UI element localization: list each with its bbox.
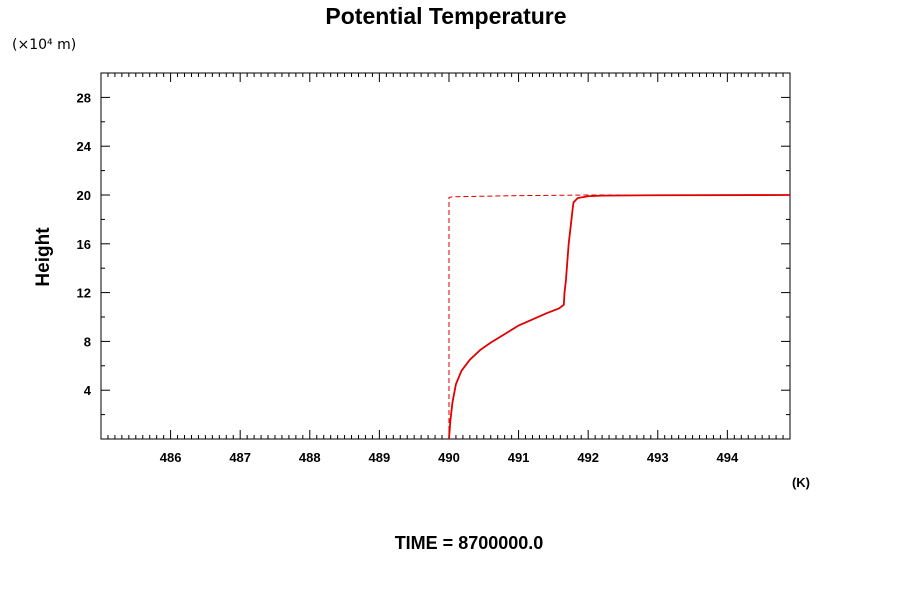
- chart-title: Potential Temperature: [325, 3, 566, 29]
- series-line-solid: [448, 194, 791, 440]
- x-tick-label: 492: [577, 450, 599, 465]
- y-tick-label: 28: [77, 90, 91, 105]
- plot-area: 486 487 488 489 490 491 492 493 494 4 8 12 16 20 24 28: [77, 72, 791, 465]
- y-tick-label: 4: [84, 383, 92, 398]
- plot-frame: [100, 72, 791, 440]
- axis-ticks: [100, 73, 791, 439]
- x-tick-label: 486: [160, 450, 182, 465]
- y-tick-label: 20: [77, 188, 91, 203]
- series-lines: [448, 194, 791, 440]
- series-line-dashed: [448, 194, 790, 439]
- x-tick-label: 487: [229, 450, 251, 465]
- x-tick-labels: 486 487 488 489 490 491 492 493 494: [160, 450, 739, 465]
- y-axis-label: Height: [33, 227, 54, 287]
- x-tick-label: 493: [647, 450, 669, 465]
- y-tick-labels: 4 8 12 16 20 24 28: [77, 90, 92, 398]
- time-footer: TIME = 8700000.0: [395, 533, 544, 553]
- x-tick-label: 489: [369, 450, 391, 465]
- x-tick-label: 490: [438, 450, 460, 465]
- x-tick-label: 494: [717, 450, 739, 465]
- x-tick-label: 491: [508, 450, 530, 465]
- y-tick-label: 8: [84, 334, 91, 349]
- x-tick-label: 488: [299, 450, 321, 465]
- y-unit-label: (×10⁴ m): [12, 37, 76, 53]
- y-tick-label: 12: [77, 286, 91, 301]
- y-tick-label: 16: [77, 237, 91, 252]
- x-unit-label: (K): [792, 475, 810, 490]
- y-tick-label: 24: [77, 139, 92, 154]
